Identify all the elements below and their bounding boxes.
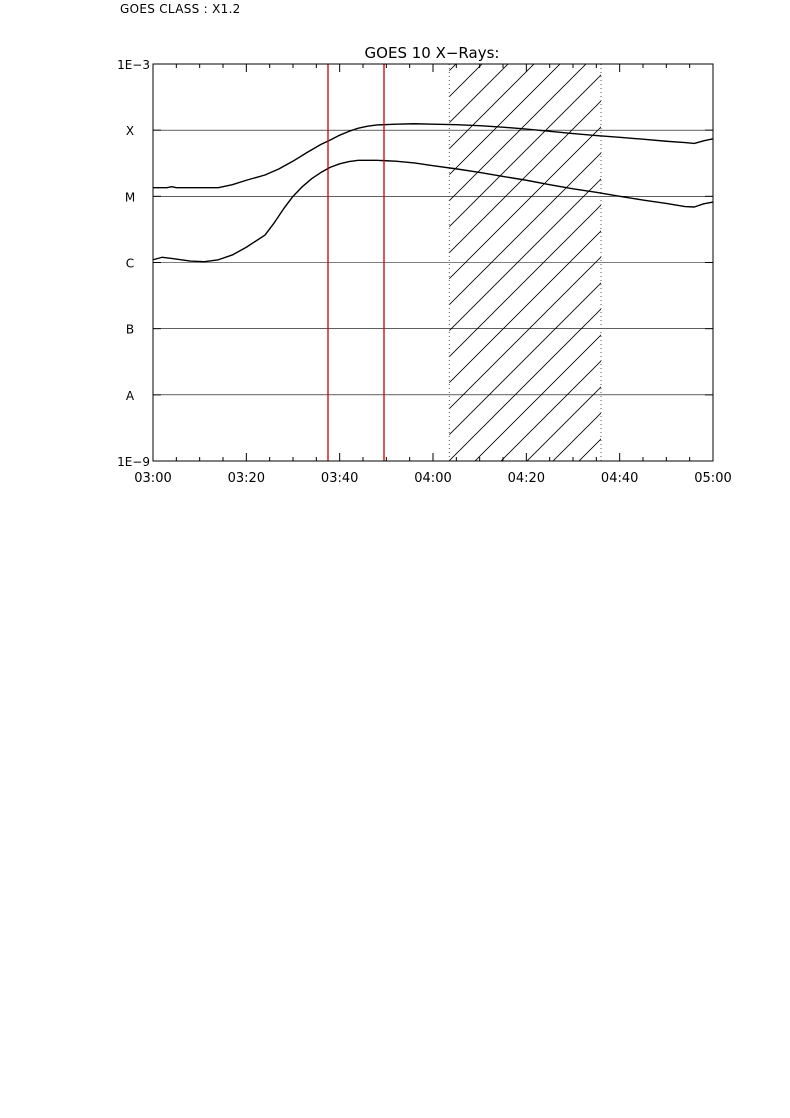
y-tick-label: A xyxy=(126,389,135,403)
x-tick-label: 05:00 xyxy=(694,471,731,486)
y-tick-label: B xyxy=(126,323,134,337)
flux-series-layer xyxy=(152,123,714,263)
x-tick-label: 04:00 xyxy=(414,471,451,486)
x-tick-label: 03:00 xyxy=(134,471,171,486)
x-tick-label: 03:20 xyxy=(228,471,265,486)
flux-series-line xyxy=(152,159,714,263)
y-axis-labels: 1E−3 X M C B A 1E−9 xyxy=(117,58,150,469)
y-tick-label: 1E−9 xyxy=(117,455,150,469)
x-axis-labels: 03:00 03:20 03:40 04:00 04:20 04:40 05:00 xyxy=(134,471,731,486)
axis-ticks-layer xyxy=(152,63,714,462)
y-tick-label: C xyxy=(126,257,134,271)
shaded-interval-layer xyxy=(448,64,602,461)
y-tick-label: X xyxy=(126,124,134,138)
x-tick-label: 04:20 xyxy=(508,471,545,486)
class-grid-lines xyxy=(153,129,713,396)
x-tick-label: 03:40 xyxy=(321,471,358,486)
shaded-interval xyxy=(449,64,601,461)
flux-series-line xyxy=(153,123,714,189)
y-tick-label: 1E−3 xyxy=(117,58,150,72)
y-tick-label: M xyxy=(125,190,135,204)
x-tick-label: 04:40 xyxy=(601,471,638,486)
chart-title: GOES 10 X−Rays: xyxy=(365,44,500,62)
vertical-marker-layer xyxy=(327,64,385,461)
goes-class-header: GOES CLASS : X1.2 xyxy=(120,2,241,16)
